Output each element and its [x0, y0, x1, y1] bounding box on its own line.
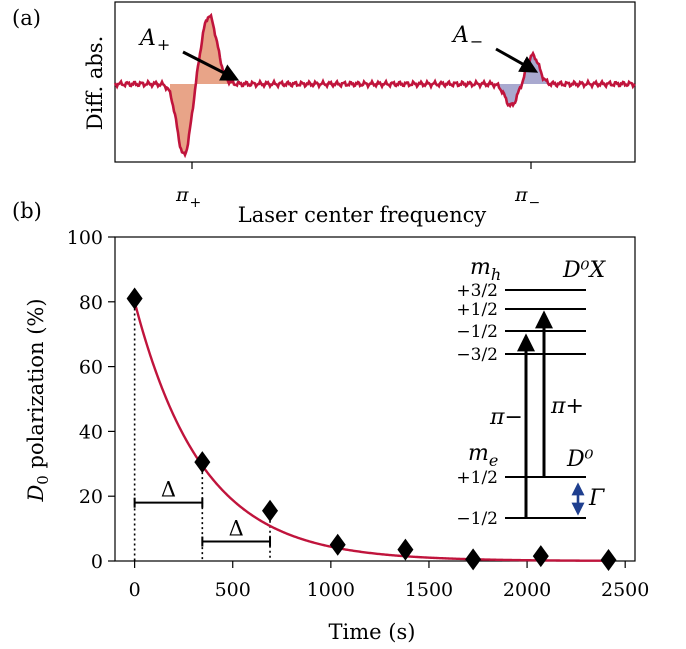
y-tick-label: 80 [79, 292, 103, 314]
level-label-lower-2: −1/2 [456, 509, 498, 529]
fill-pi-plus [170, 20, 207, 155]
annotation-a-plus: A+ [138, 26, 170, 54]
data-point [262, 499, 279, 522]
tick-label-pi-minus: π− [514, 184, 540, 211]
panel-a-ylabel: Diff. abs. [83, 36, 107, 131]
x-tick-label: 2000 [503, 579, 551, 601]
level-label-upper-1: +3/2 [456, 281, 498, 301]
y-tick-label: 60 [79, 357, 103, 379]
y-tick-label: 100 [67, 227, 103, 249]
panel-b-ylabel: D0 polarization (%) [24, 298, 52, 502]
fill-pi-minus [497, 53, 556, 106]
level-label-upper-2: +1/2 [456, 300, 498, 320]
delta-guides: ΔΔ [133, 298, 272, 561]
exponential-fit-line [133, 301, 609, 562]
x-tick-label: 0 [129, 579, 141, 601]
arrow-a-plus [182, 50, 240, 81]
delta-label: Δ [161, 478, 176, 502]
data-point [600, 549, 617, 572]
level-label-lower-1: +1/2 [456, 468, 498, 488]
inset-d0-label: D⁰ [566, 447, 594, 472]
panel-b-frame [114, 236, 636, 562]
panel-b-label: (b) [12, 199, 42, 223]
panel-a-xlabel: Laser center frequency [238, 203, 487, 227]
panel-a-label: (a) [12, 6, 41, 30]
data-point [194, 451, 211, 474]
data-point [465, 548, 482, 571]
level-label-upper-3: −1/2 [456, 322, 498, 342]
y-tick-label: 20 [79, 486, 103, 508]
level-label-upper-4: −3/2 [456, 345, 498, 365]
x-tick-label: 500 [215, 579, 251, 601]
transition-pi-plus-label: π+ [550, 394, 584, 419]
tick-label-pi-plus: π+ [175, 184, 201, 211]
x-tick-label: 1500 [405, 579, 453, 601]
y-tick-label: 0 [91, 551, 103, 573]
data-point [126, 287, 143, 310]
panel-b-ticks: 0 500 1000 1500 2000 2500 0 20 40 60 80 100 [67, 227, 650, 601]
panel-a-frame [114, 1, 636, 163]
inset-d0x-label: D⁰X [562, 258, 606, 283]
y-tick-label: 40 [79, 421, 103, 443]
arrow-a-minus [495, 47, 539, 73]
energy-level-inset: mh D⁰X +3/2 +1/2 −1/2 −3/2 me D⁰ +1/2 −1… [456, 255, 606, 529]
x-tick-label: 2500 [601, 579, 649, 601]
gamma-label: Γ [588, 486, 605, 511]
panel-a: (a) Diff. abs. π+ π− Laser center freque… [12, 1, 636, 227]
x-tick-label: 1000 [307, 579, 355, 601]
transition-pi-minus-label: π− [489, 405, 523, 430]
data-point [329, 533, 346, 556]
spectrum-line [113, 12, 636, 159]
data-point [532, 545, 549, 568]
delta-label: Δ [229, 517, 244, 541]
data-point [397, 538, 414, 561]
annotation-a-minus: A− [451, 23, 483, 51]
panel-b-xlabel: Time (s) [329, 620, 416, 644]
inset-mh-label: mh [470, 255, 501, 284]
data-points [126, 287, 617, 572]
inset-me-label: me [468, 441, 498, 470]
